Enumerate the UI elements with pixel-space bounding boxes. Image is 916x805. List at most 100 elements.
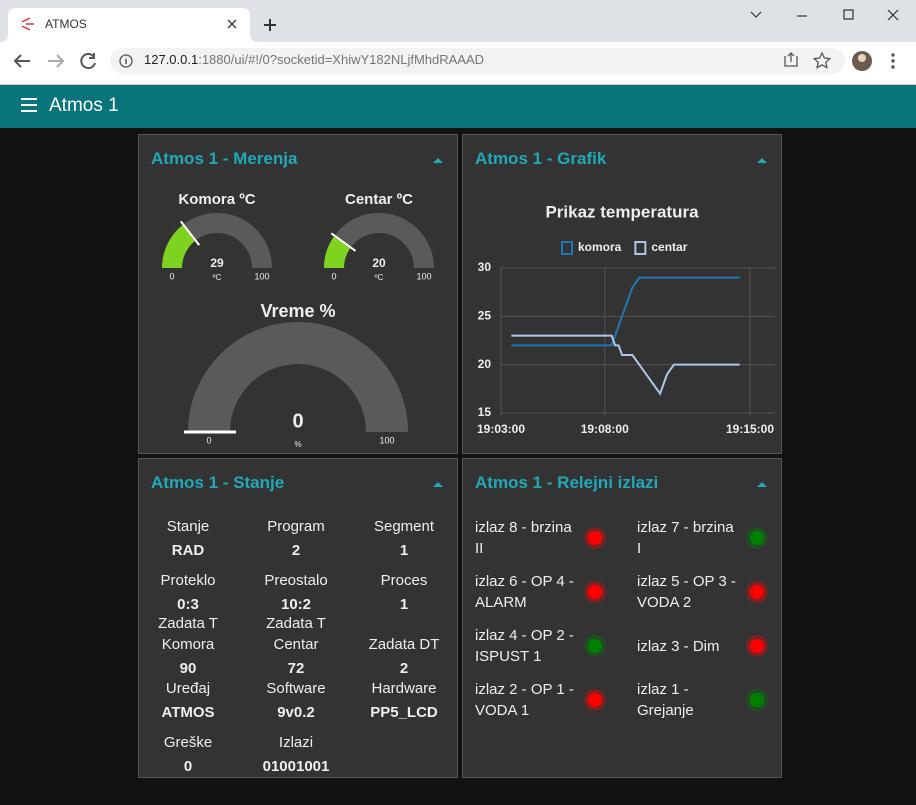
status-label: Hardware xyxy=(371,680,437,697)
collapse-grafik[interactable] xyxy=(757,158,767,163)
relay-label: izlaz 5 - OP 3 - VODA 2 xyxy=(637,573,736,611)
panel-stanje xyxy=(138,458,458,778)
status-value: 72 xyxy=(287,660,305,677)
gauge-unit: % xyxy=(294,440,301,449)
gauge-label: Komora ºC xyxy=(178,191,255,208)
gauge-needle xyxy=(180,220,201,246)
gauge-label: Centar ºC xyxy=(345,191,413,208)
bookmark-button[interactable] xyxy=(812,51,832,69)
y-tick-label: 25 xyxy=(478,309,492,323)
legend-swatch xyxy=(634,241,647,255)
status-label: Preostalo xyxy=(264,572,328,589)
relay-led xyxy=(588,531,602,545)
forward-button[interactable] xyxy=(48,54,65,68)
status-value: 9v0.2 xyxy=(277,704,315,721)
y-tick-label: 30 xyxy=(478,260,492,274)
gauge-max: 100 xyxy=(254,271,269,281)
status-value: RAD xyxy=(171,542,205,559)
relay-label: izlaz 7 - brzina I xyxy=(637,519,734,557)
status-item: Izlazi 01001001 xyxy=(251,731,341,777)
maximize[interactable] xyxy=(843,9,854,20)
x-tick-label: 19:15:00 xyxy=(726,422,774,436)
status-label: Proces xyxy=(380,572,428,589)
status-item: Proces 1 xyxy=(359,569,449,615)
relay-label: izlaz 8 - brzina II xyxy=(475,519,572,557)
panel-grafik xyxy=(462,134,782,454)
gauge-max: 100 xyxy=(416,271,431,281)
relay-led xyxy=(588,693,602,707)
status-value: 01001001 xyxy=(262,758,330,775)
site-info[interactable] xyxy=(119,54,133,68)
tab-close[interactable] xyxy=(227,19,237,29)
status-item: Hardware PP5_LCD xyxy=(359,677,449,723)
status-item: Zadata T Komora 90 xyxy=(143,611,233,679)
gauge-value-arc xyxy=(162,224,196,268)
status-label: Proteklo xyxy=(160,572,216,589)
collapse-stanje[interactable] xyxy=(433,482,443,487)
relay-led xyxy=(750,585,764,599)
legend-label: centar xyxy=(651,240,687,254)
relay-label: izlaz 3 - Dim xyxy=(637,637,720,655)
panel-merenja xyxy=(138,134,458,454)
relay-label: izlaz 6 - OP 4 - ALARM xyxy=(475,573,574,611)
gauge-needle xyxy=(330,232,357,252)
gauge-track xyxy=(162,213,272,268)
status-value: 90 xyxy=(179,660,197,677)
url: 127.0.0.1:1880/ui/#!/0?socketid=XhiwY182… xyxy=(144,52,484,67)
relay-led xyxy=(588,585,602,599)
legend-label: komora xyxy=(578,240,622,254)
gauge-min: 0 xyxy=(331,271,336,281)
gauge-label: Vreme % xyxy=(260,301,335,321)
status-item: Proteklo 0:3 xyxy=(143,569,233,615)
reload-button[interactable] xyxy=(80,53,96,70)
collapse-merenja[interactable] xyxy=(433,158,443,163)
status-item: Zadata DT 2 xyxy=(359,611,449,679)
new-tab[interactable] xyxy=(264,19,276,31)
back-button[interactable] xyxy=(13,54,30,68)
url-path: :1880/ui/#!/0?socketid=XhiwY182NLjfMhdRA… xyxy=(198,52,484,67)
panel-title: Atmos 1 - Relejni izlazi xyxy=(475,473,659,492)
y-tick-label: 20 xyxy=(478,357,492,371)
panel-title: Atmos 1 - Stanje xyxy=(151,473,285,492)
relay-label: izlaz 1 - Grejanje xyxy=(637,681,694,719)
share-button[interactable] xyxy=(784,52,798,67)
close-window[interactable] xyxy=(887,9,899,21)
relay-label: izlaz 2 - OP 1 - VODA 1 xyxy=(475,681,574,719)
status-label: Zadata T Komora xyxy=(158,615,218,653)
x-tick-label: 19:03:00 xyxy=(477,422,525,436)
relay-label: izlaz 4 - OP 2 - ISPUST 1 xyxy=(475,627,574,665)
gauge-track xyxy=(188,322,408,432)
tab-search[interactable] xyxy=(750,11,762,18)
relay-led xyxy=(750,639,764,653)
gauge-track xyxy=(324,213,434,268)
status-label: Zadata DT xyxy=(368,636,440,653)
gauge-min: 0 xyxy=(169,271,174,281)
hamburger-menu[interactable] xyxy=(21,98,37,112)
menu-button[interactable] xyxy=(891,53,895,69)
status-item: Zadata T Centar 72 xyxy=(251,611,341,679)
status-label: Segment xyxy=(373,518,435,535)
status-value: 1 xyxy=(399,596,409,613)
status-value: 1 xyxy=(399,542,409,559)
relay-led xyxy=(588,639,602,653)
app-header xyxy=(0,85,916,128)
active-tab[interactable] xyxy=(0,8,258,42)
line-series xyxy=(511,334,740,396)
status-value: 2 xyxy=(291,542,301,559)
collapse-relejni[interactable] xyxy=(757,482,767,487)
status-item: Preostalo 10:2 xyxy=(251,569,341,615)
relay-led xyxy=(750,531,764,545)
status-item: Uređaj ATMOS xyxy=(143,677,233,723)
status-label: Zadata T Centar xyxy=(266,615,326,653)
gauge-value: 0 xyxy=(292,410,303,432)
address-bar[interactable] xyxy=(110,48,845,74)
panel-title: Atmos 1 - Grafik xyxy=(475,149,607,168)
tab-title: ATMOS xyxy=(45,17,87,31)
status-item: Stanje RAD xyxy=(143,515,233,561)
url-host: 127.0.0.1 xyxy=(144,52,198,67)
gauge-unit: ºC xyxy=(375,273,384,282)
x-tick-label: 19:08:00 xyxy=(581,422,629,436)
status-value: PP5_LCD xyxy=(370,704,438,721)
gauge-unit: ºC xyxy=(213,273,222,282)
